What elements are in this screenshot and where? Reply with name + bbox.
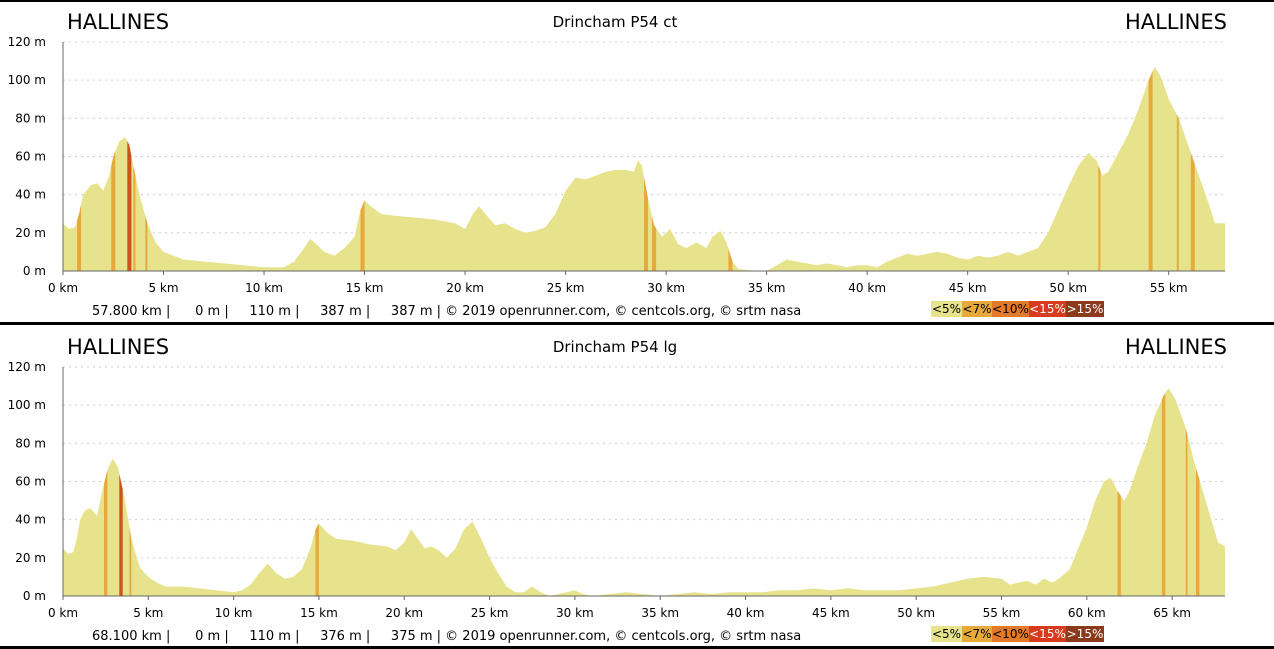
bottom-border (0, 646, 1274, 649)
steep-segment (104, 470, 108, 596)
end-label: HALLINES (1125, 335, 1227, 359)
steep-segment (1185, 428, 1188, 596)
x-tick-label: 10 km (215, 606, 253, 620)
legend-label: <5% (932, 302, 961, 316)
y-tick-label: 120 m (8, 360, 46, 374)
elevation-profile-ct: 0 m 20 m 40 m 60 m 80 m 100 m 120 m 0 km 5 km 10 … (0, 0, 1274, 322)
legend-label: <5% (932, 627, 961, 641)
legend-label: >15% (1067, 627, 1104, 641)
steep-segment (360, 200, 365, 271)
steep-segment (127, 141, 132, 271)
x-tick-label: 20 km (446, 281, 484, 295)
x-tick-label: 50 km (897, 606, 935, 620)
legend-swatch (1066, 301, 1104, 317)
steep-segment (315, 523, 319, 596)
steep-segment (728, 248, 733, 271)
steep-segment (644, 176, 648, 271)
x-tick-label: 35 km (641, 606, 679, 620)
steep-segment (1117, 491, 1121, 596)
profile-chart-lg: 0 m 20 m 40 m 60 m 80 m 100 m 120 m 0 km 5 km 10 … (8, 335, 1227, 644)
legend-swatch (1029, 301, 1066, 317)
legend-label: >15% (1067, 302, 1104, 316)
x-tick-label: 65 km (1153, 606, 1191, 620)
y-tick-label: 120 m (8, 35, 46, 49)
x-tick-label: 40 km (727, 606, 765, 620)
x-tick-label: 35 km (748, 281, 786, 295)
legend-swatch (1029, 626, 1066, 642)
legend-label: <10% (992, 627, 1029, 641)
x-tick-label: 40 km (848, 281, 886, 295)
y-tick-label: 60 m (15, 150, 46, 164)
legend-swatch (931, 301, 962, 317)
steep-segment (652, 216, 657, 271)
chart-title: Drincham P54 ct (553, 13, 678, 31)
x-tick-label: 30 km (556, 606, 594, 620)
steep-segment (1161, 393, 1166, 596)
legend-swatch (931, 626, 962, 642)
x-tick-label: 0 km (48, 606, 78, 620)
x-tick-label: 45 km (949, 281, 987, 295)
steep-segment (1190, 152, 1195, 271)
x-tick-label: 30 km (647, 281, 685, 295)
legend-label: <15% (1029, 627, 1066, 641)
y-tick-label: 0 m (23, 589, 46, 603)
chart-title: Drincham P54 lg (553, 338, 677, 356)
legend-swatch (1066, 626, 1104, 642)
x-tick-label: 10 km (245, 281, 283, 295)
legend-swatch (992, 626, 1029, 642)
x-tick-label: 25 km (471, 606, 509, 620)
steep-segment (1148, 71, 1153, 271)
y-tick-label: 60 m (15, 475, 46, 489)
y-tick-label: 80 m (15, 111, 46, 125)
y-tick-label: 20 m (15, 226, 46, 240)
steep-segment (145, 216, 148, 271)
x-tick-label: 55 km (1150, 281, 1188, 295)
legend-swatch (962, 626, 992, 642)
steep-segment (1196, 468, 1200, 596)
panel-divider (0, 322, 1274, 325)
y-tick-label: 40 m (15, 513, 46, 527)
x-tick-label: 25 km (547, 281, 585, 295)
x-tick-label: 55 km (983, 606, 1021, 620)
steep-segment (111, 151, 116, 271)
steep-segment (77, 204, 82, 271)
legend-label: <7% (962, 627, 991, 641)
steep-segment (1098, 165, 1101, 271)
legend-swatch (962, 301, 992, 317)
y-tick-label: 40 m (15, 188, 46, 202)
stats-line: 68.100 km | 0 m | 110 m | 376 m | 375 m … (92, 629, 801, 644)
start-label: HALLINES (67, 335, 169, 359)
steep-segment (119, 473, 123, 596)
profile-chart-ct: 0 m 20 m 40 m 60 m 80 m 100 m 120 m 0 km 5 km 10 … (8, 10, 1227, 319)
steep-segment (129, 528, 132, 596)
legend-label: <10% (992, 302, 1029, 316)
x-tick-label: 5 km (148, 281, 178, 295)
x-tick-label: 15 km (346, 281, 384, 295)
stats-line: 57.800 km | 0 m | 110 m | 387 m | 387 m … (92, 304, 801, 319)
legend-label: <7% (962, 302, 991, 316)
legend-swatch (992, 301, 1029, 317)
y-tick-label: 20 m (15, 551, 46, 565)
x-tick-label: 60 km (1068, 606, 1106, 620)
elevation-profile-lg: 0 m 20 m 40 m 60 m 80 m 100 m 120 m 0 km 5 km 10 … (0, 325, 1274, 647)
x-tick-label: 5 km (133, 606, 163, 620)
x-tick-label: 50 km (1049, 281, 1087, 295)
x-tick-label: 45 km (812, 606, 850, 620)
x-tick-label: 20 km (385, 606, 423, 620)
y-tick-label: 100 m (8, 398, 46, 412)
y-tick-label: 80 m (15, 436, 46, 450)
steep-segment (1176, 114, 1179, 271)
legend-label: <15% (1029, 302, 1066, 316)
elevation-area (63, 388, 1225, 596)
y-tick-label: 100 m (8, 73, 46, 87)
steep-segment (133, 166, 136, 271)
y-tick-label: 0 m (23, 264, 46, 278)
top-border (0, 0, 1274, 2)
x-tick-label: 0 km (48, 281, 78, 295)
start-label: HALLINES (67, 10, 169, 34)
x-tick-label: 15 km (300, 606, 338, 620)
end-label: HALLINES (1125, 10, 1227, 34)
